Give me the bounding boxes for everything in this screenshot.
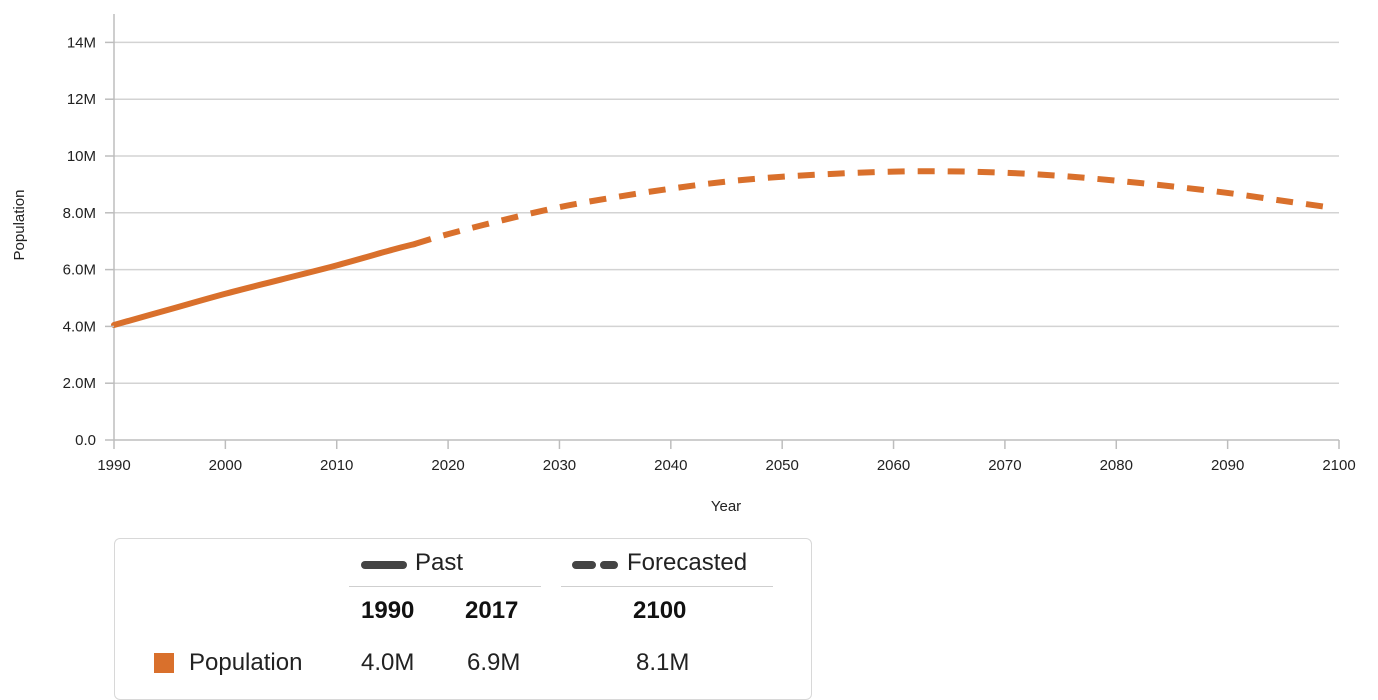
forecast-divider <box>561 586 773 587</box>
past-divider <box>349 586 541 587</box>
y-axis-title: Population <box>11 190 28 261</box>
past-line-icon <box>361 561 407 569</box>
x-tick-label-7: 2060 <box>877 457 910 474</box>
legend-year-start: 1990 <box>361 597 415 624</box>
forecast-label: Forecasted <box>627 549 748 576</box>
x-tick-label-2: 2010 <box>320 457 353 474</box>
legend-row-name: Population <box>189 649 303 676</box>
x-tick-label-9: 2080 <box>1100 457 1133 474</box>
y-tick-label-1: 2.0M <box>63 375 96 392</box>
legend-value-mid: 6.9M <box>467 649 521 676</box>
y-tick-label-3: 6.0M <box>63 262 96 279</box>
past-label: Past <box>415 549 464 576</box>
y-axis-ticks: 0.0 2.0M 4.0M 6.0M 8.0M 10M 12M 14M <box>63 34 114 449</box>
grid-lines <box>114 41 1339 384</box>
population-swatch <box>154 653 174 673</box>
x-tick-label-8: 2070 <box>988 457 1021 474</box>
axes <box>113 14 1339 441</box>
legend-value-end: 8.1M <box>636 649 690 676</box>
x-tick-label-5: 2040 <box>654 457 687 474</box>
population-chart: 1990 2000 2010 2020 2030 2040 2050 2060 2070 2080… <box>11 14 1356 515</box>
x-tick-label-6: 2050 <box>765 457 798 474</box>
y-tick-label-0: 0.0 <box>75 432 96 449</box>
legend-year-mid: 2017 <box>465 597 519 624</box>
legend-table: Past Forecasted 1990 2017 2100 Populatio… <box>114 538 812 700</box>
legend-value-start: 4.0M <box>361 649 415 676</box>
series-line-past-0 <box>111 241 418 328</box>
x-tick-label-4: 2030 <box>543 457 576 474</box>
y-tick-label-7: 14M <box>67 34 96 51</box>
x-axis-title: Year <box>711 498 741 515</box>
x-tick-label-1: 2000 <box>209 457 242 474</box>
y-tick-label-4: 8.0M <box>63 205 96 222</box>
x-tick-label-11: 2100 <box>1322 457 1355 474</box>
forecast-dashed-line-icon <box>572 561 618 569</box>
series-line-forecast-0 <box>413 168 1329 247</box>
x-tick-label-0: 1990 <box>97 457 130 474</box>
y-tick-label-6: 12M <box>67 91 96 108</box>
x-axis-ticks: 1990 2000 2010 2020 2030 2040 2050 2060 2070 2080… <box>97 440 1356 474</box>
x-tick-label-10: 2090 <box>1211 457 1244 474</box>
y-tick-label-5: 10M <box>67 148 96 165</box>
legend-year-end: 2100 <box>633 597 687 624</box>
y-tick-label-2: 4.0M <box>63 318 96 335</box>
series-population <box>111 168 1329 328</box>
x-tick-label-3: 2020 <box>431 457 464 474</box>
